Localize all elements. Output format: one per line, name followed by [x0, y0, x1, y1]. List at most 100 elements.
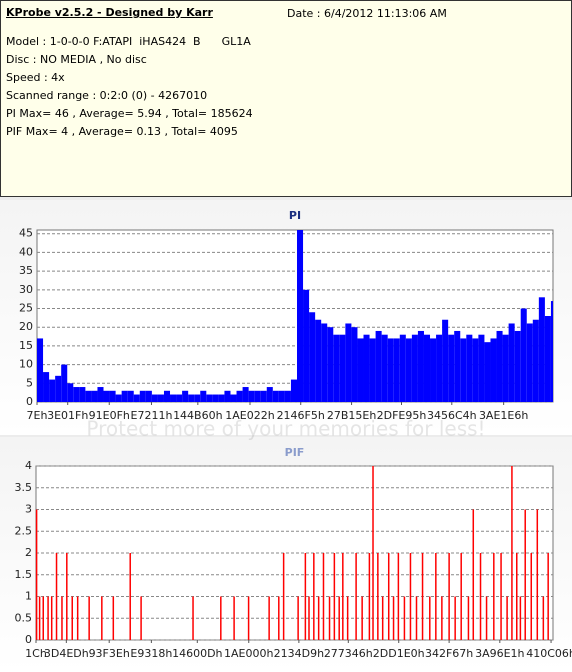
bar	[502, 334, 509, 402]
spike	[429, 596, 431, 640]
bar	[260, 390, 267, 402]
bar	[230, 394, 237, 402]
x-tick-label: 2134D9h	[274, 647, 324, 660]
bar	[67, 383, 74, 402]
y-tick-label: 4	[25, 459, 32, 472]
spike	[338, 596, 340, 640]
spike	[448, 553, 450, 640]
bar	[206, 394, 213, 402]
x-tick-label: 2DFE95h	[377, 409, 427, 422]
app-title: KProbe v2.5.2 - Designed by Karr	[6, 6, 213, 19]
spike	[460, 553, 462, 640]
bar	[484, 342, 491, 402]
bar	[43, 372, 50, 402]
bar	[145, 390, 152, 402]
spike	[403, 596, 406, 640]
bar	[303, 289, 310, 402]
bar	[182, 390, 189, 402]
bar	[496, 330, 503, 402]
y-tick-label: 0	[25, 633, 32, 646]
bar	[442, 319, 449, 402]
spike	[355, 553, 357, 640]
bar	[460, 338, 467, 402]
spike	[500, 553, 502, 640]
bar	[103, 390, 110, 402]
x-tick-label: 1Ch	[25, 647, 47, 660]
y-tick-label: 20	[19, 320, 33, 333]
spike	[493, 553, 495, 640]
bar	[266, 387, 273, 402]
x-tick-label: 3D4EDh	[44, 647, 89, 660]
y-tick-label: 15	[19, 339, 33, 352]
spike	[530, 553, 533, 640]
bar	[91, 390, 98, 402]
bar	[85, 390, 92, 402]
bar	[151, 394, 158, 402]
spike	[112, 596, 115, 640]
bar	[345, 323, 352, 402]
spike	[192, 596, 194, 640]
x-tick-label: 410C06h	[526, 647, 572, 660]
bar	[37, 338, 44, 402]
x-tick-label: 1AE022h	[225, 409, 274, 422]
bar	[254, 390, 261, 402]
bar	[448, 334, 455, 402]
bar	[472, 338, 479, 402]
bar	[339, 334, 346, 402]
bar	[526, 323, 533, 402]
bar	[381, 334, 388, 402]
spike	[361, 596, 363, 640]
bar	[163, 390, 171, 402]
x-tick-label: 342F67h	[425, 647, 473, 660]
bar	[351, 327, 358, 402]
bar	[436, 334, 443, 402]
spike	[342, 553, 344, 640]
x-tick-label: 7Eh	[27, 409, 48, 422]
spike	[519, 596, 522, 640]
bar	[454, 330, 461, 402]
x-tick-label: 93F3Eh	[89, 647, 130, 660]
bar	[79, 387, 86, 402]
x-tick-label: E7211h	[131, 409, 173, 422]
spike	[101, 596, 103, 640]
spike	[421, 553, 424, 640]
spike	[308, 596, 310, 640]
spike	[55, 553, 58, 640]
y-tick-label: 2	[25, 546, 32, 559]
bar	[61, 364, 68, 402]
spike	[38, 596, 41, 640]
spike	[397, 553, 400, 640]
spike	[50, 596, 53, 640]
bar	[236, 390, 243, 402]
bar	[55, 375, 62, 402]
bar	[133, 394, 140, 402]
bar	[49, 379, 56, 402]
x-tick-label: 277346h	[324, 647, 373, 660]
bar	[278, 390, 285, 402]
spike	[435, 553, 437, 640]
bar	[109, 390, 116, 402]
x-tick-label: 144B60h	[173, 409, 223, 422]
spike	[297, 596, 299, 640]
spike	[317, 596, 320, 640]
bar	[514, 330, 521, 402]
x-tick-label: 2DD1E0h	[373, 647, 425, 660]
bar	[321, 323, 328, 402]
y-tick-label: 25	[19, 302, 33, 315]
spike	[88, 596, 90, 640]
chart-title: PI	[289, 209, 301, 222]
y-tick-label: 45	[19, 227, 33, 240]
bar	[290, 379, 297, 402]
spike	[511, 466, 513, 640]
bar	[157, 394, 164, 402]
bar	[466, 334, 473, 402]
info-line: Scanned range : 0:2:0 (0) - 4267010	[6, 89, 208, 102]
info-line: Speed : 4x	[6, 71, 65, 84]
bar	[363, 334, 370, 402]
x-tick-label: 3A96E1h	[475, 647, 524, 660]
bar	[417, 330, 424, 402]
spike	[247, 596, 250, 640]
bar	[375, 330, 382, 402]
bar	[188, 394, 195, 402]
info-panel: KProbe v2.5.2 - Designed by Karr Date : …	[0, 0, 572, 197]
